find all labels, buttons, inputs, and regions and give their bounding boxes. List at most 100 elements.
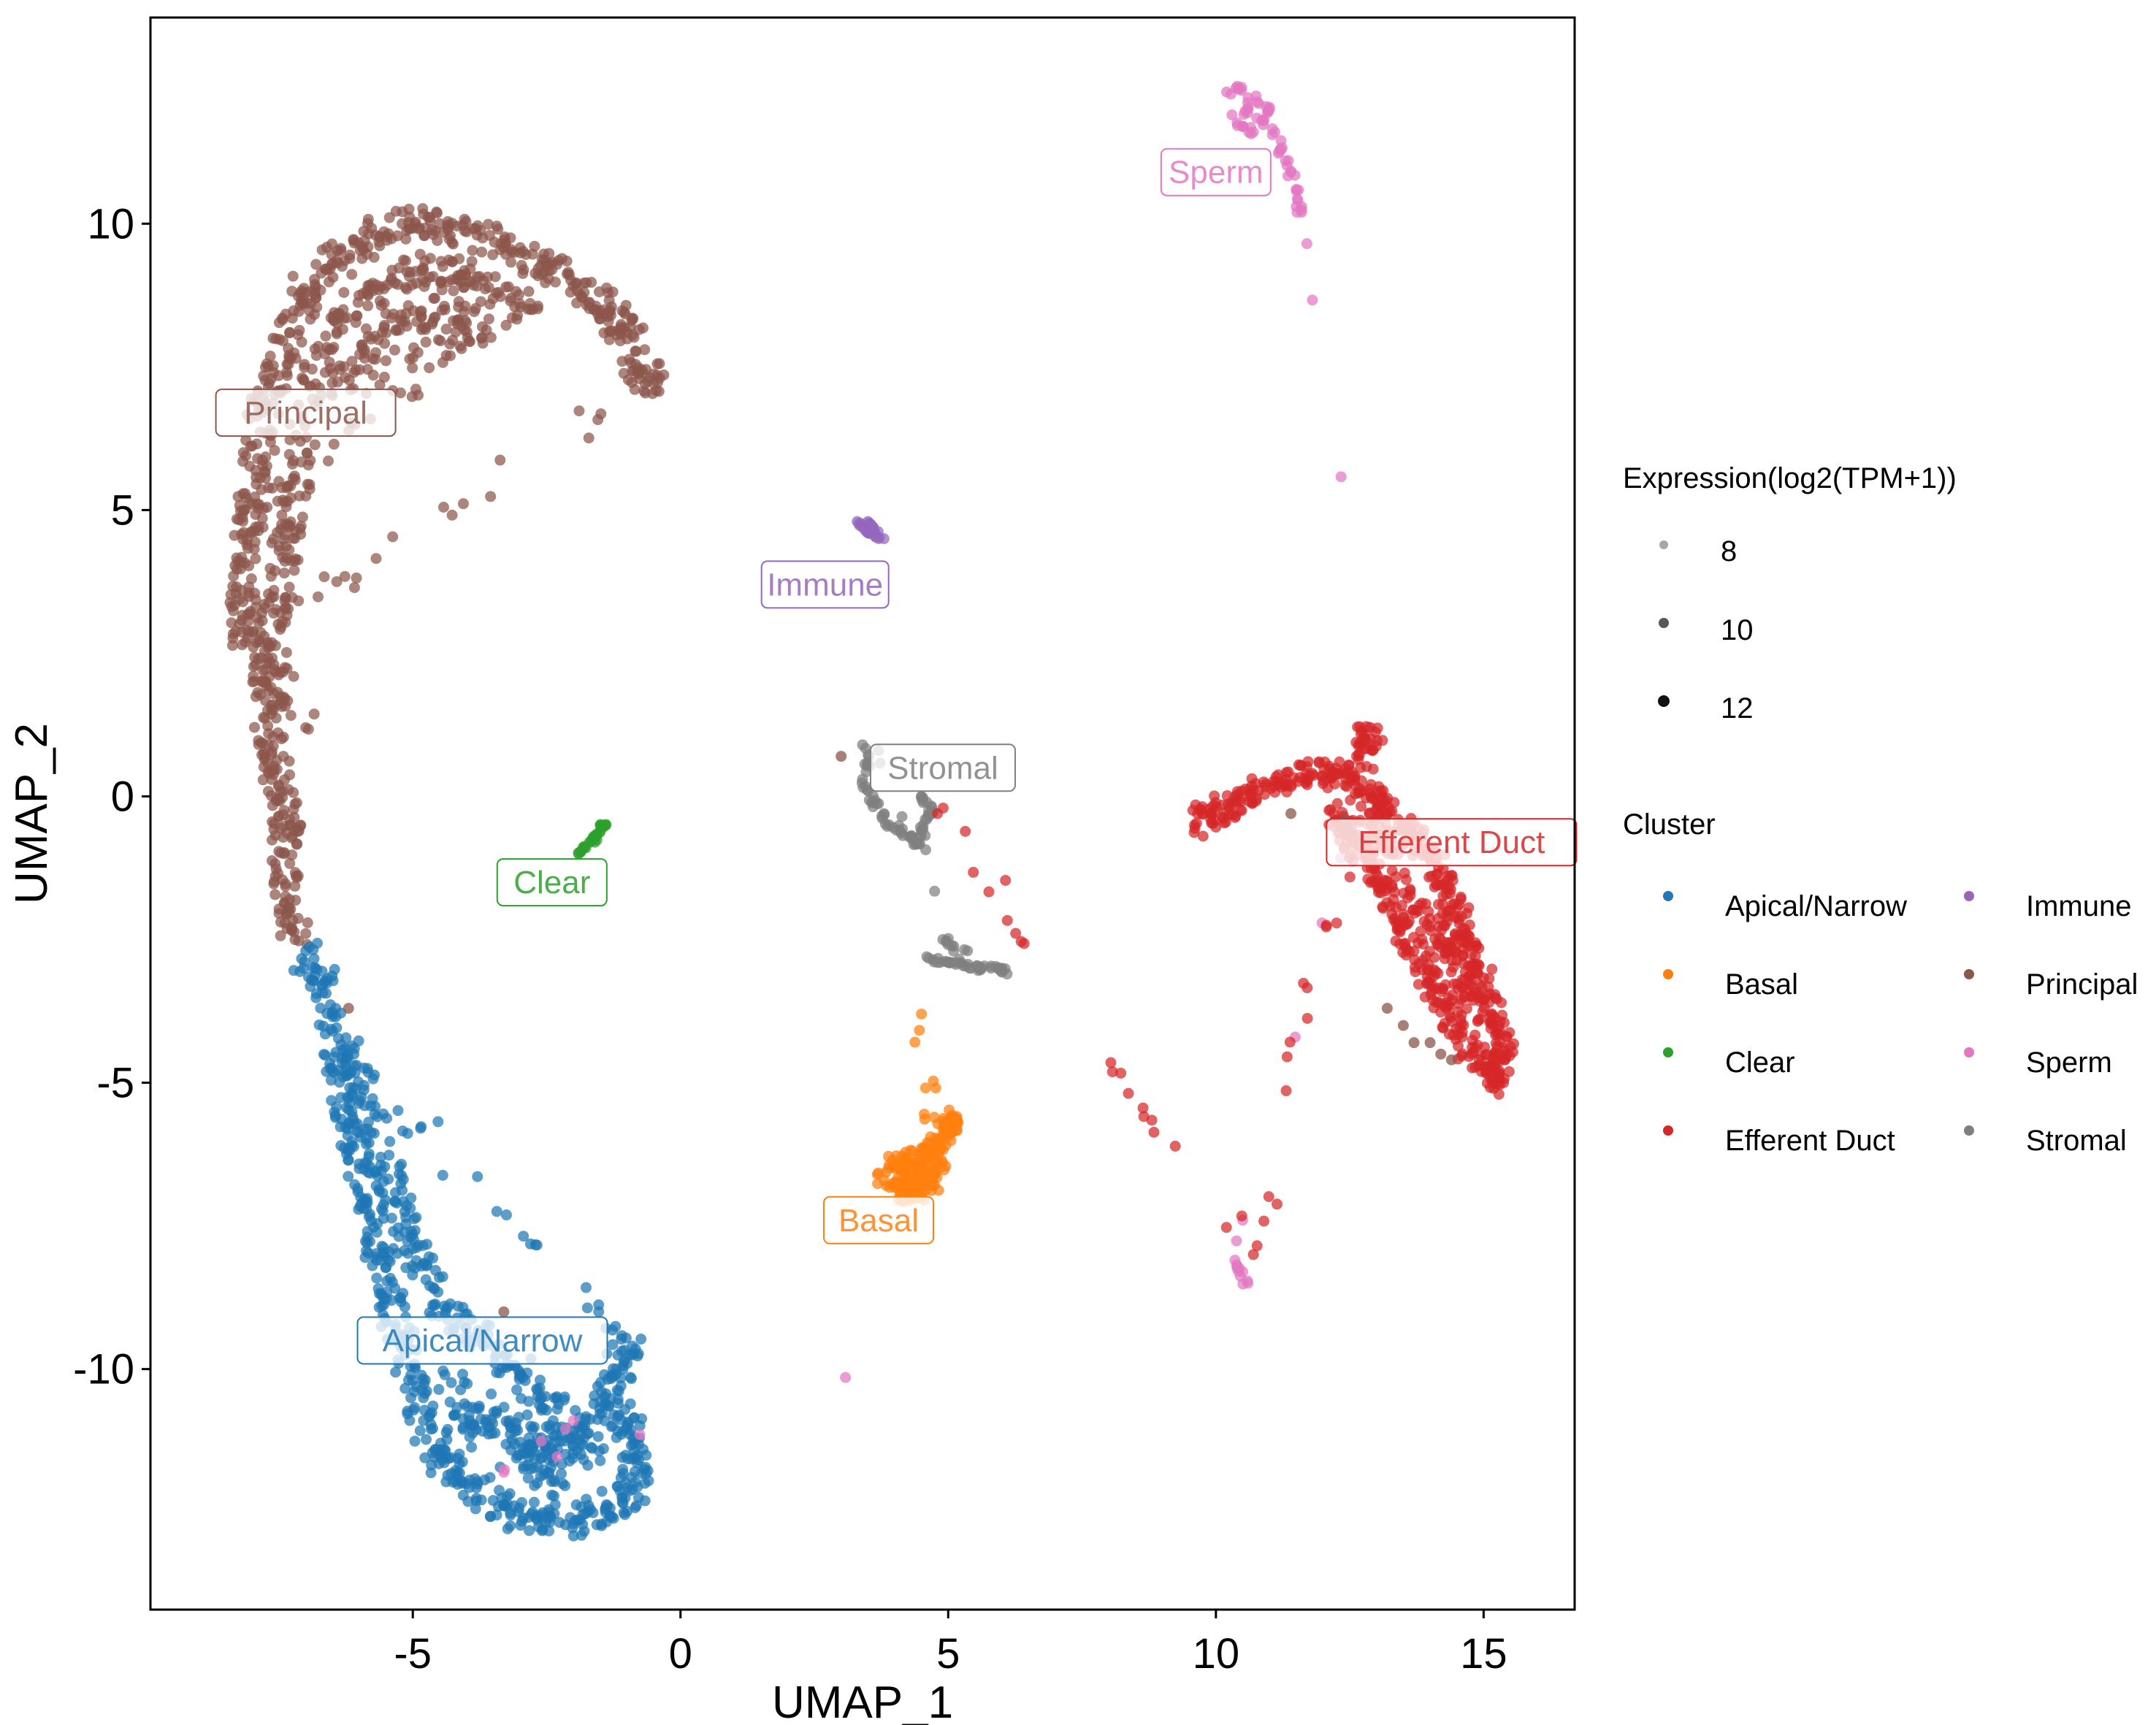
data-point: [1420, 950, 1431, 962]
data-point: [334, 360, 345, 372]
data-point: [446, 256, 458, 267]
data-point: [375, 281, 386, 293]
data-point: [405, 1192, 417, 1204]
data-point: [257, 774, 269, 786]
data-point: [531, 1239, 543, 1251]
data-point: [532, 1521, 544, 1533]
data-point: [540, 1404, 552, 1416]
data-point: [378, 1199, 389, 1211]
data-point: [464, 1431, 475, 1443]
data-point: [288, 565, 300, 576]
data-point: [351, 1125, 363, 1137]
data-point: [491, 221, 502, 232]
size-legend-key-12: [1658, 695, 1670, 707]
data-point: [459, 300, 471, 312]
data-point: [418, 1415, 429, 1426]
data-point: [270, 889, 281, 900]
data-point: [1138, 1111, 1150, 1122]
data-point: [556, 1468, 567, 1480]
data-point: [429, 1283, 440, 1295]
data-point: [353, 289, 365, 301]
size-legend-label: 12: [1721, 692, 1754, 724]
data-point: [505, 1520, 516, 1531]
data-point: [621, 1420, 632, 1432]
data-point: [283, 755, 295, 767]
data-point: [313, 340, 324, 352]
data-point: [489, 271, 501, 283]
data-point: [1472, 1060, 1484, 1071]
data-point: [251, 637, 263, 649]
data-point: [624, 1372, 636, 1383]
data-point: [578, 1432, 590, 1444]
data-point: [378, 1212, 389, 1224]
data-point: [512, 310, 524, 321]
data-point: [316, 979, 328, 991]
data-point: [1371, 796, 1383, 808]
data-point: [1288, 772, 1299, 784]
data-point: [241, 624, 253, 636]
data-point: [342, 1130, 353, 1141]
data-point: [586, 1442, 598, 1454]
data-point: [1483, 973, 1495, 984]
data-point: [289, 867, 301, 879]
data-point: [252, 453, 264, 464]
data-point: [279, 496, 291, 508]
data-point: [1381, 1003, 1393, 1014]
data-point: [570, 1499, 582, 1511]
data-point: [535, 1435, 547, 1447]
data-point: [1424, 974, 1436, 985]
data-point: [381, 327, 392, 339]
data-point: [432, 234, 443, 246]
data-point: [359, 344, 370, 356]
data-point: [450, 1409, 462, 1420]
cluster-labels-layer: Principal Apical/Narrow Clear Immune Sperm St…: [215, 148, 1578, 1365]
data-point: [1503, 1066, 1515, 1077]
data-point: [352, 1186, 364, 1198]
data-point: [454, 340, 466, 352]
data-point: [894, 1186, 906, 1198]
data-point: [1242, 1277, 1254, 1289]
data-point: [948, 1112, 960, 1123]
data-point: [1247, 1249, 1259, 1261]
data-point: [1220, 1222, 1232, 1233]
data-point: [417, 203, 429, 215]
data-point: [429, 1264, 441, 1276]
data-point: [551, 1404, 563, 1415]
data-point: [498, 1401, 510, 1413]
data-point: [1398, 909, 1410, 920]
data-point: [277, 874, 288, 886]
data-point: [273, 475, 285, 487]
data-point: [330, 1003, 342, 1014]
cluster-legend-key: [1663, 1125, 1673, 1136]
data-point: [268, 608, 280, 619]
data-point: [549, 276, 561, 288]
data-point: [488, 1406, 500, 1418]
data-point: [1010, 927, 1022, 939]
cluster-legend-label: Immune: [2026, 890, 2132, 922]
cluster-label-box: [496, 858, 608, 907]
data-point: [559, 1423, 571, 1435]
data-point: [446, 509, 458, 521]
data-point: [953, 957, 965, 968]
data-point: [1205, 808, 1217, 819]
data-point: [878, 808, 890, 819]
data-point: [1253, 785, 1264, 797]
data-point: [386, 264, 398, 276]
data-point: [353, 1163, 365, 1174]
data-point: [289, 798, 301, 810]
data-point: [1483, 981, 1494, 992]
data-point: [524, 1525, 535, 1537]
data-point: [540, 1421, 552, 1433]
cluster-label: Immune: [767, 567, 883, 603]
data-point: [397, 315, 408, 327]
data-point: [275, 822, 286, 834]
data-point: [1456, 974, 1468, 985]
data-point: [309, 439, 321, 451]
data-point: [1399, 938, 1411, 949]
data-point: [500, 1209, 512, 1221]
data-point: [1307, 768, 1318, 779]
data-point: [327, 367, 339, 379]
data-point: [359, 1236, 371, 1247]
data-point: [371, 1272, 383, 1284]
x-axis: -5 0 5 10 15: [394, 1610, 1507, 1678]
